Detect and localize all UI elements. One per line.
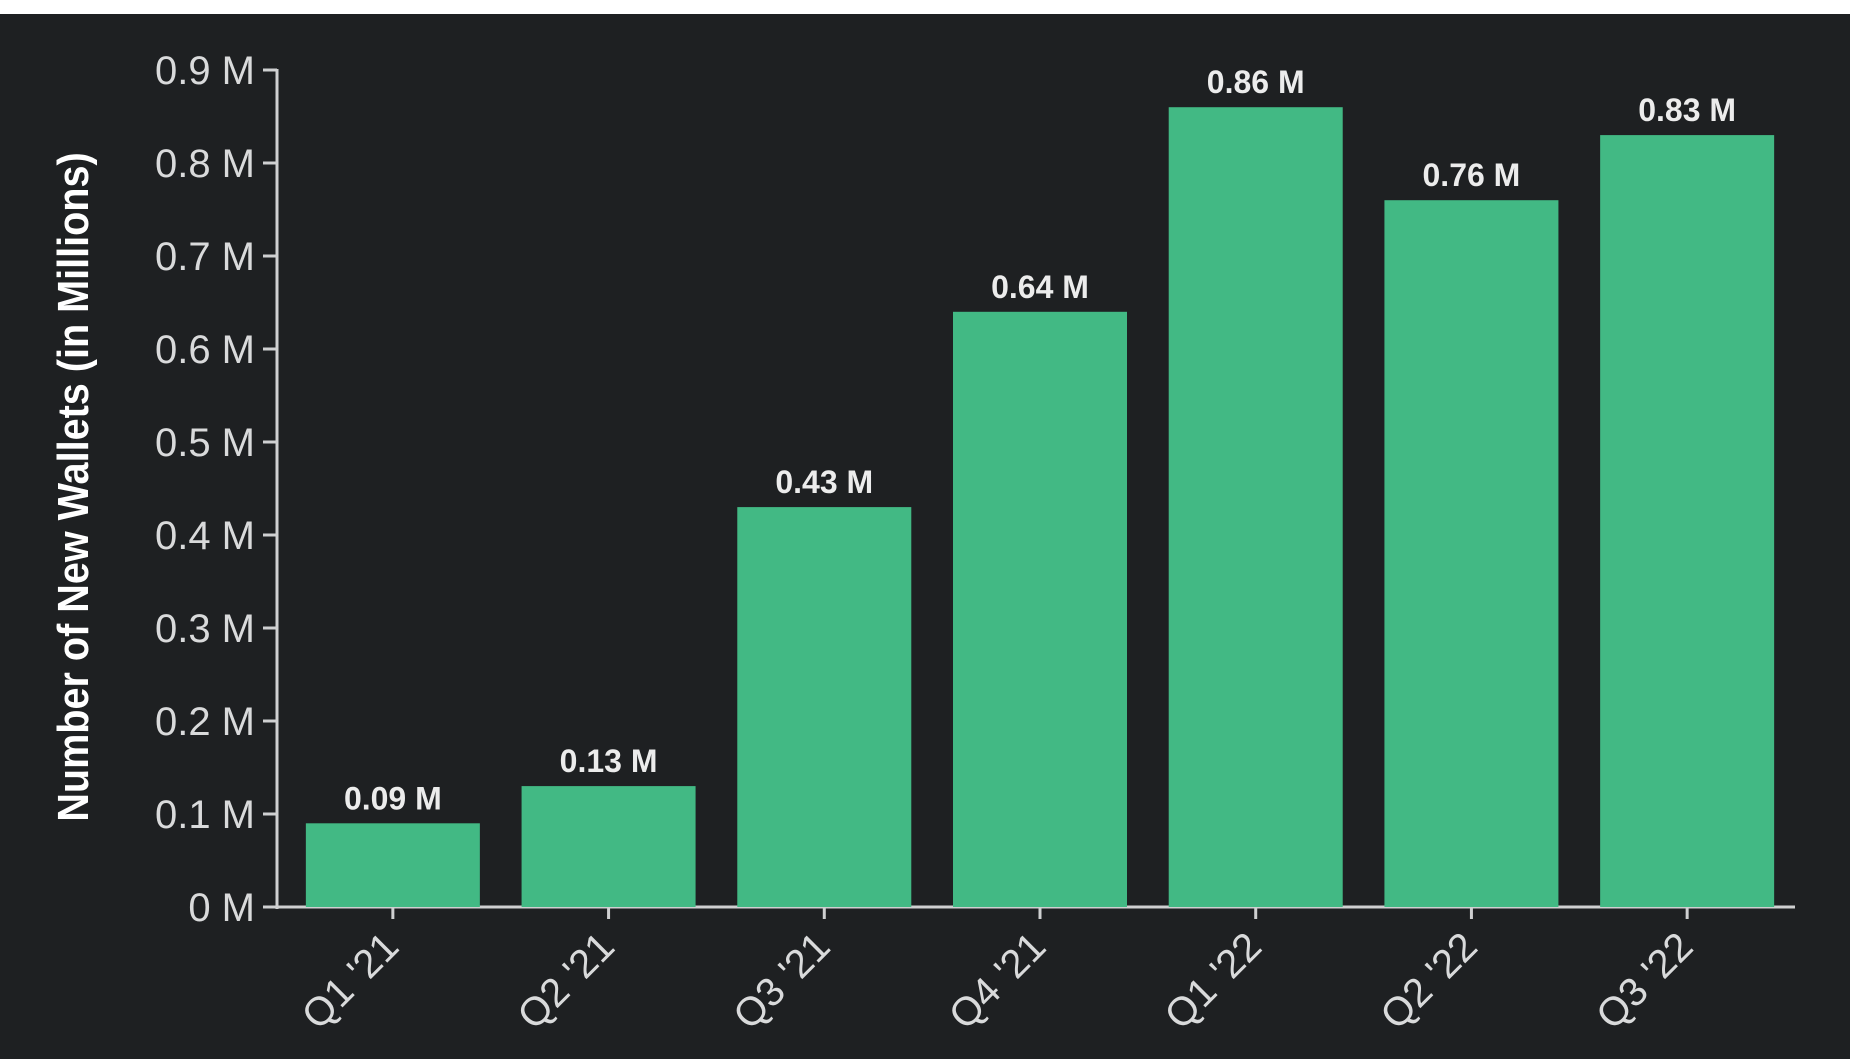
- bar: [305, 823, 480, 907]
- bar: [1600, 135, 1775, 908]
- y-tick-label: 0.7 M: [155, 235, 255, 279]
- x-tick-label: Q3 '21: [725, 924, 839, 1038]
- x-tick-label: Q4 '21: [941, 924, 1055, 1038]
- bar-value-labels: 0.09 M 0.13 M 0.43 M 0.64 M 0.86 M 0.76 M 0.83…: [344, 64, 1736, 816]
- bar-value-label: 0.43 M: [775, 464, 873, 500]
- y-tick-label: 0.6 M: [155, 328, 255, 372]
- x-tick-label: Q2 '21: [509, 924, 623, 1038]
- x-tick-label: Q2 '22: [1372, 924, 1486, 1038]
- bar-value-label: 0.64 M: [991, 269, 1089, 305]
- y-axis-title: Number of New Wallets (in Millions): [48, 152, 97, 821]
- y-tick-label: 0.2 M: [155, 700, 255, 744]
- bars: [305, 107, 1775, 908]
- y-tick-label: 0.4 M: [155, 514, 255, 558]
- bar: [737, 507, 912, 907]
- y-tick-label: 0.1 M: [155, 793, 255, 837]
- y-axis: 0 M 0.1 M 0.2 M 0.3 M 0.4 M 0.5 M 0.6 M 0.7 M 0.…: [155, 49, 279, 930]
- bar: [1168, 107, 1343, 907]
- bar-value-label: 0.76 M: [1423, 157, 1521, 193]
- x-tick-label: Q1 '21: [294, 924, 408, 1038]
- y-tick-label: 0 M: [188, 886, 255, 930]
- bar: [953, 311, 1127, 907]
- y-tick-label: 0.8 M: [155, 142, 255, 186]
- bar-value-label: 0.13 M: [560, 743, 658, 779]
- x-tick-label: Q3 '22: [1588, 924, 1702, 1038]
- x-axis: Q1 '21 Q2 '21 Q3 '21 Q4 '21 Q1 '22 Q2 '22 Q3 '…: [263, 905, 1795, 1038]
- bar-value-label: 0.86 M: [1207, 64, 1305, 100]
- bar: [521, 786, 696, 907]
- y-tick-label: 0.5 M: [155, 421, 255, 465]
- y-tick-label: 0.9 M: [155, 49, 255, 93]
- bar-value-label: 0.09 M: [344, 780, 442, 816]
- bar-value-label: 0.83 M: [1638, 92, 1736, 128]
- bar: [1384, 200, 1559, 907]
- y-tick-label: 0.3 M: [155, 607, 255, 651]
- x-tick-label: Q1 '22: [1157, 924, 1271, 1038]
